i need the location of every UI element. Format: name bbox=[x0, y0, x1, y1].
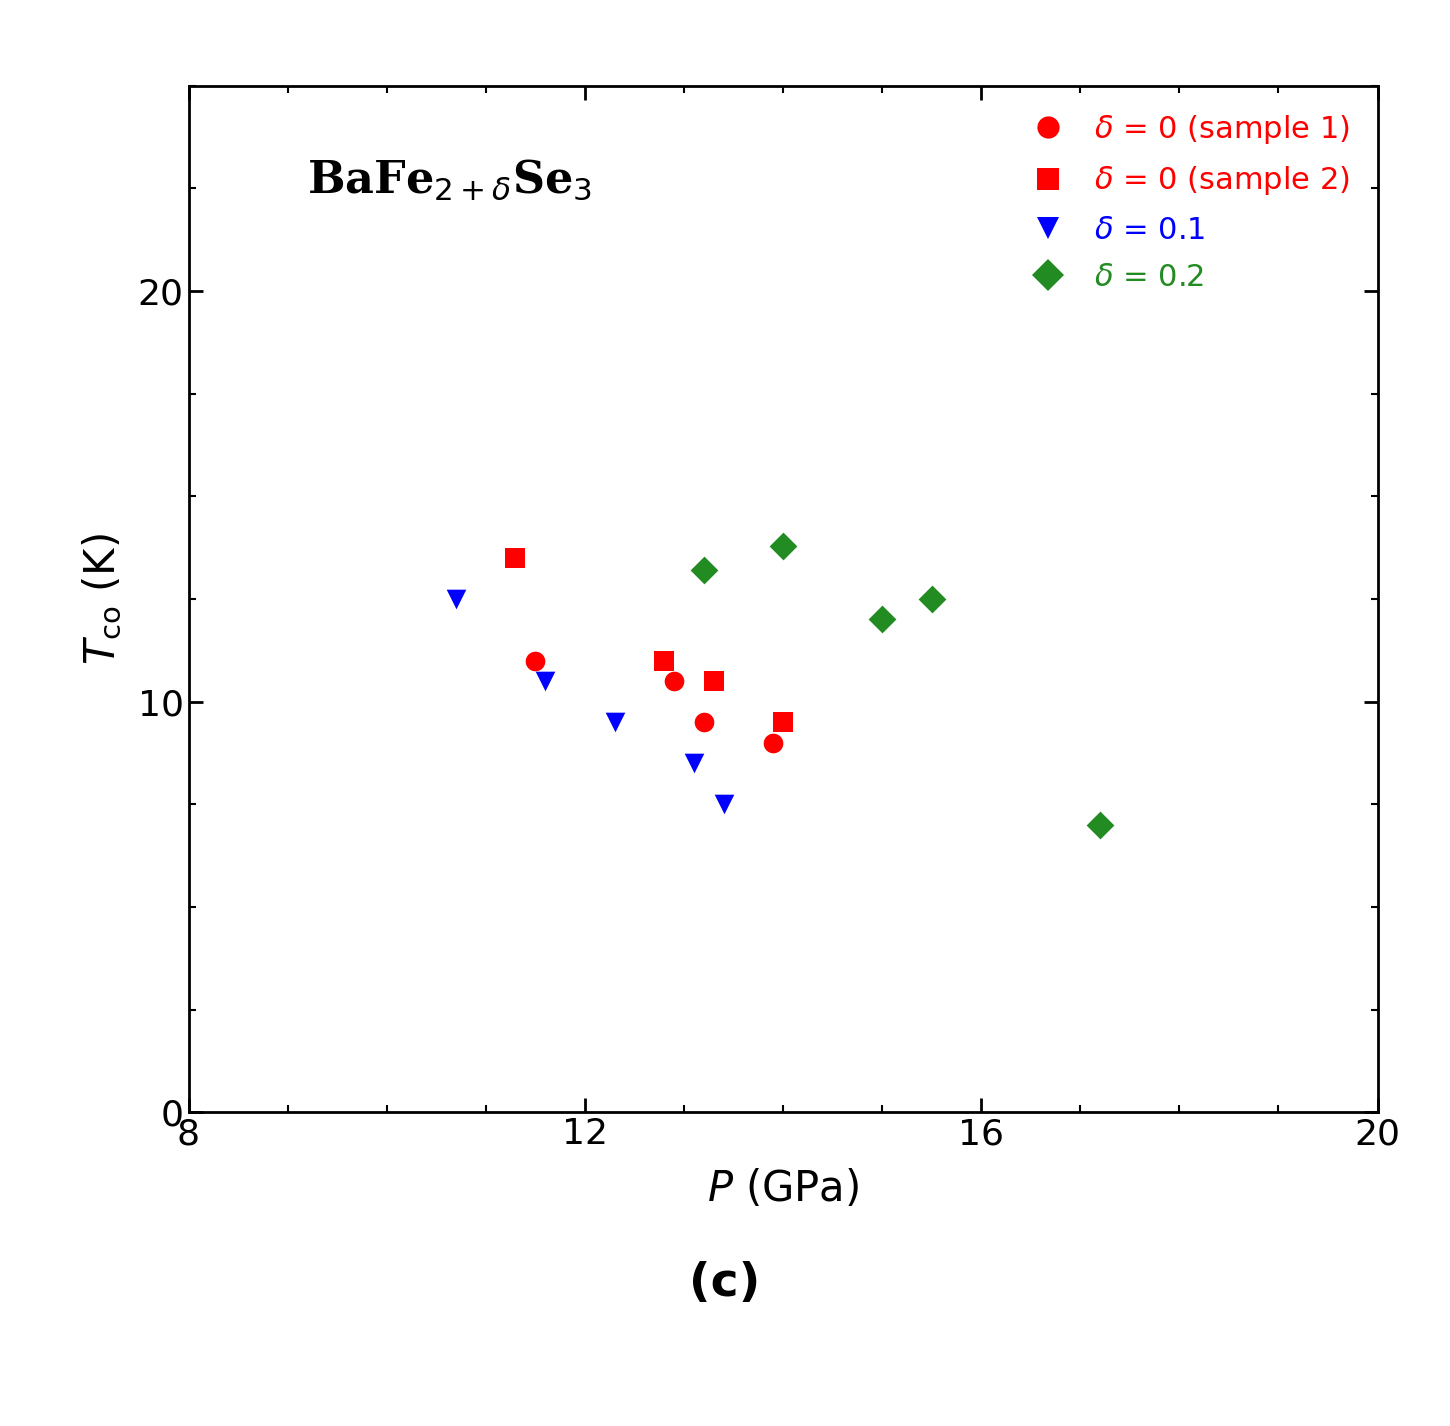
Point bbox=[534, 670, 557, 693]
Point bbox=[919, 588, 943, 610]
Point bbox=[1089, 813, 1112, 836]
Point bbox=[761, 732, 784, 754]
Point bbox=[692, 559, 715, 582]
Point bbox=[870, 607, 893, 630]
Y-axis label: $\mathit{T}_{\rm co}$ (K): $\mathit{T}_{\rm co}$ (K) bbox=[81, 533, 123, 665]
Point bbox=[771, 535, 795, 558]
Point bbox=[771, 710, 795, 733]
Point bbox=[682, 752, 705, 774]
Point bbox=[652, 649, 676, 672]
Point bbox=[523, 649, 547, 672]
Legend: $\delta$ = 0 (sample 1), $\delta$ = 0 (sample 2), $\delta$ = 0.1, $\delta$ = 0.2: $\delta$ = 0 (sample 1), $\delta$ = 0 (s… bbox=[1005, 101, 1362, 304]
Point bbox=[702, 670, 725, 693]
Point bbox=[603, 710, 626, 733]
Text: BaFe$_{2+\delta}$Se$_{3}$: BaFe$_{2+\delta}$Se$_{3}$ bbox=[307, 157, 593, 202]
Point bbox=[692, 710, 715, 733]
Point bbox=[663, 670, 686, 693]
Point bbox=[444, 588, 467, 610]
Point bbox=[505, 546, 528, 569]
X-axis label: $\mathit{P}$ (GPa): $\mathit{P}$ (GPa) bbox=[708, 1168, 858, 1209]
Point bbox=[712, 793, 735, 816]
Text: (c): (c) bbox=[689, 1261, 761, 1306]
